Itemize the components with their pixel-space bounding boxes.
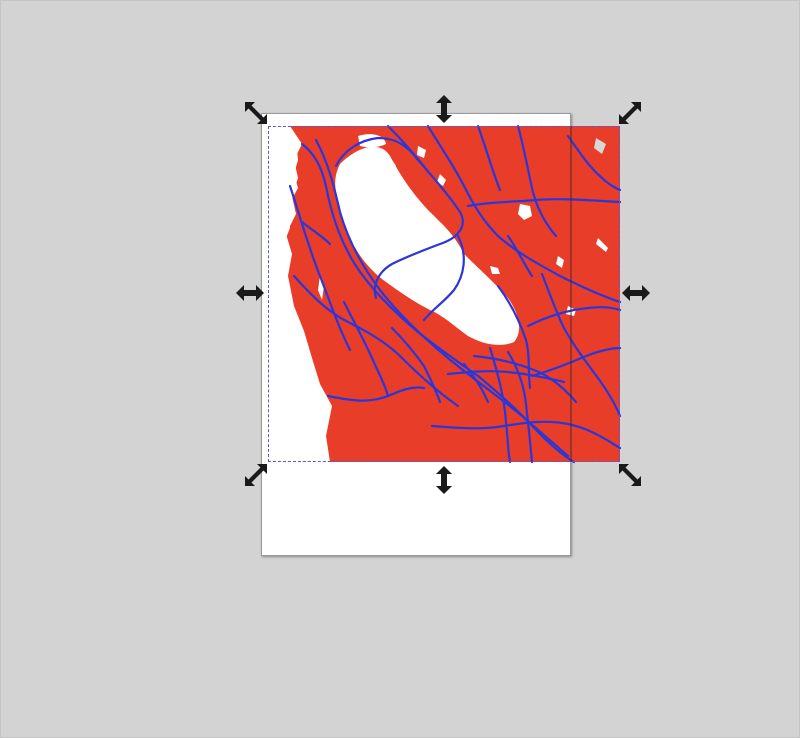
- bay-water: [335, 146, 520, 345]
- scale-handle-left[interactable]: [235, 278, 265, 308]
- horizontal-arrow-icon: [622, 285, 650, 301]
- diagonal-arrow-nw-se-icon: [245, 102, 267, 124]
- coast-cutout: [268, 126, 298, 296]
- lake: [596, 238, 608, 252]
- lake: [318, 276, 324, 300]
- scale-handle-bottom[interactable]: [429, 465, 459, 495]
- lake: [437, 174, 446, 186]
- lake: [490, 266, 500, 274]
- lake: [594, 138, 606, 154]
- scale-handle-top-left[interactable]: [241, 98, 271, 128]
- scale-handle-right[interactable]: [621, 278, 651, 308]
- bay-inlet: [372, 148, 396, 166]
- road-network: [288, 124, 622, 464]
- scale-handle-top[interactable]: [429, 94, 459, 124]
- scale-handle-bottom-right[interactable]: [615, 460, 645, 490]
- horizontal-arrow-icon: [236, 285, 264, 301]
- scale-handle-bottom-left[interactable]: [241, 460, 271, 490]
- vertical-arrow-icon: [436, 95, 452, 123]
- lake: [417, 146, 426, 158]
- scale-handle-top-right[interactable]: [615, 98, 645, 128]
- diagonal-arrow-ne-sw-icon: [619, 102, 641, 124]
- page-border-edge: [570, 126, 572, 462]
- lake: [518, 204, 532, 220]
- diagonal-arrow-nw-se-icon: [619, 464, 641, 486]
- diagonal-arrow-ne-sw-icon: [245, 464, 267, 486]
- lake: [556, 256, 564, 268]
- vertical-arrow-icon: [436, 466, 452, 494]
- map-artwork[interactable]: [268, 124, 622, 464]
